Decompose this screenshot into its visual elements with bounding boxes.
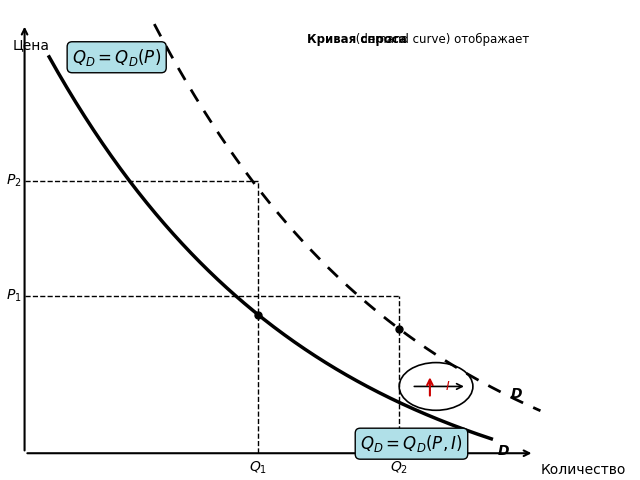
Text: $Q_1$: $Q_1$ [249, 459, 267, 476]
Text: D: D [497, 444, 509, 457]
Text: $P_2$: $P_2$ [6, 173, 22, 190]
Text: I: I [445, 380, 449, 393]
Text: Количество: Количество [540, 463, 626, 477]
Text: D: D [511, 387, 522, 401]
Text: $Q_2$: $Q_2$ [390, 459, 408, 476]
Text: (demand curve) отображает: (demand curve) отображает [307, 34, 529, 47]
Text: Цена: Цена [12, 38, 49, 52]
Text: Кривая спроса: Кривая спроса [307, 34, 407, 47]
Text: $Q_D=Q_D(P,I)$: $Q_D=Q_D(P,I)$ [360, 433, 463, 454]
Text: $P_1$: $P_1$ [6, 288, 22, 304]
Text: $Q_D=Q_D(P)$: $Q_D=Q_D(P)$ [72, 47, 161, 68]
